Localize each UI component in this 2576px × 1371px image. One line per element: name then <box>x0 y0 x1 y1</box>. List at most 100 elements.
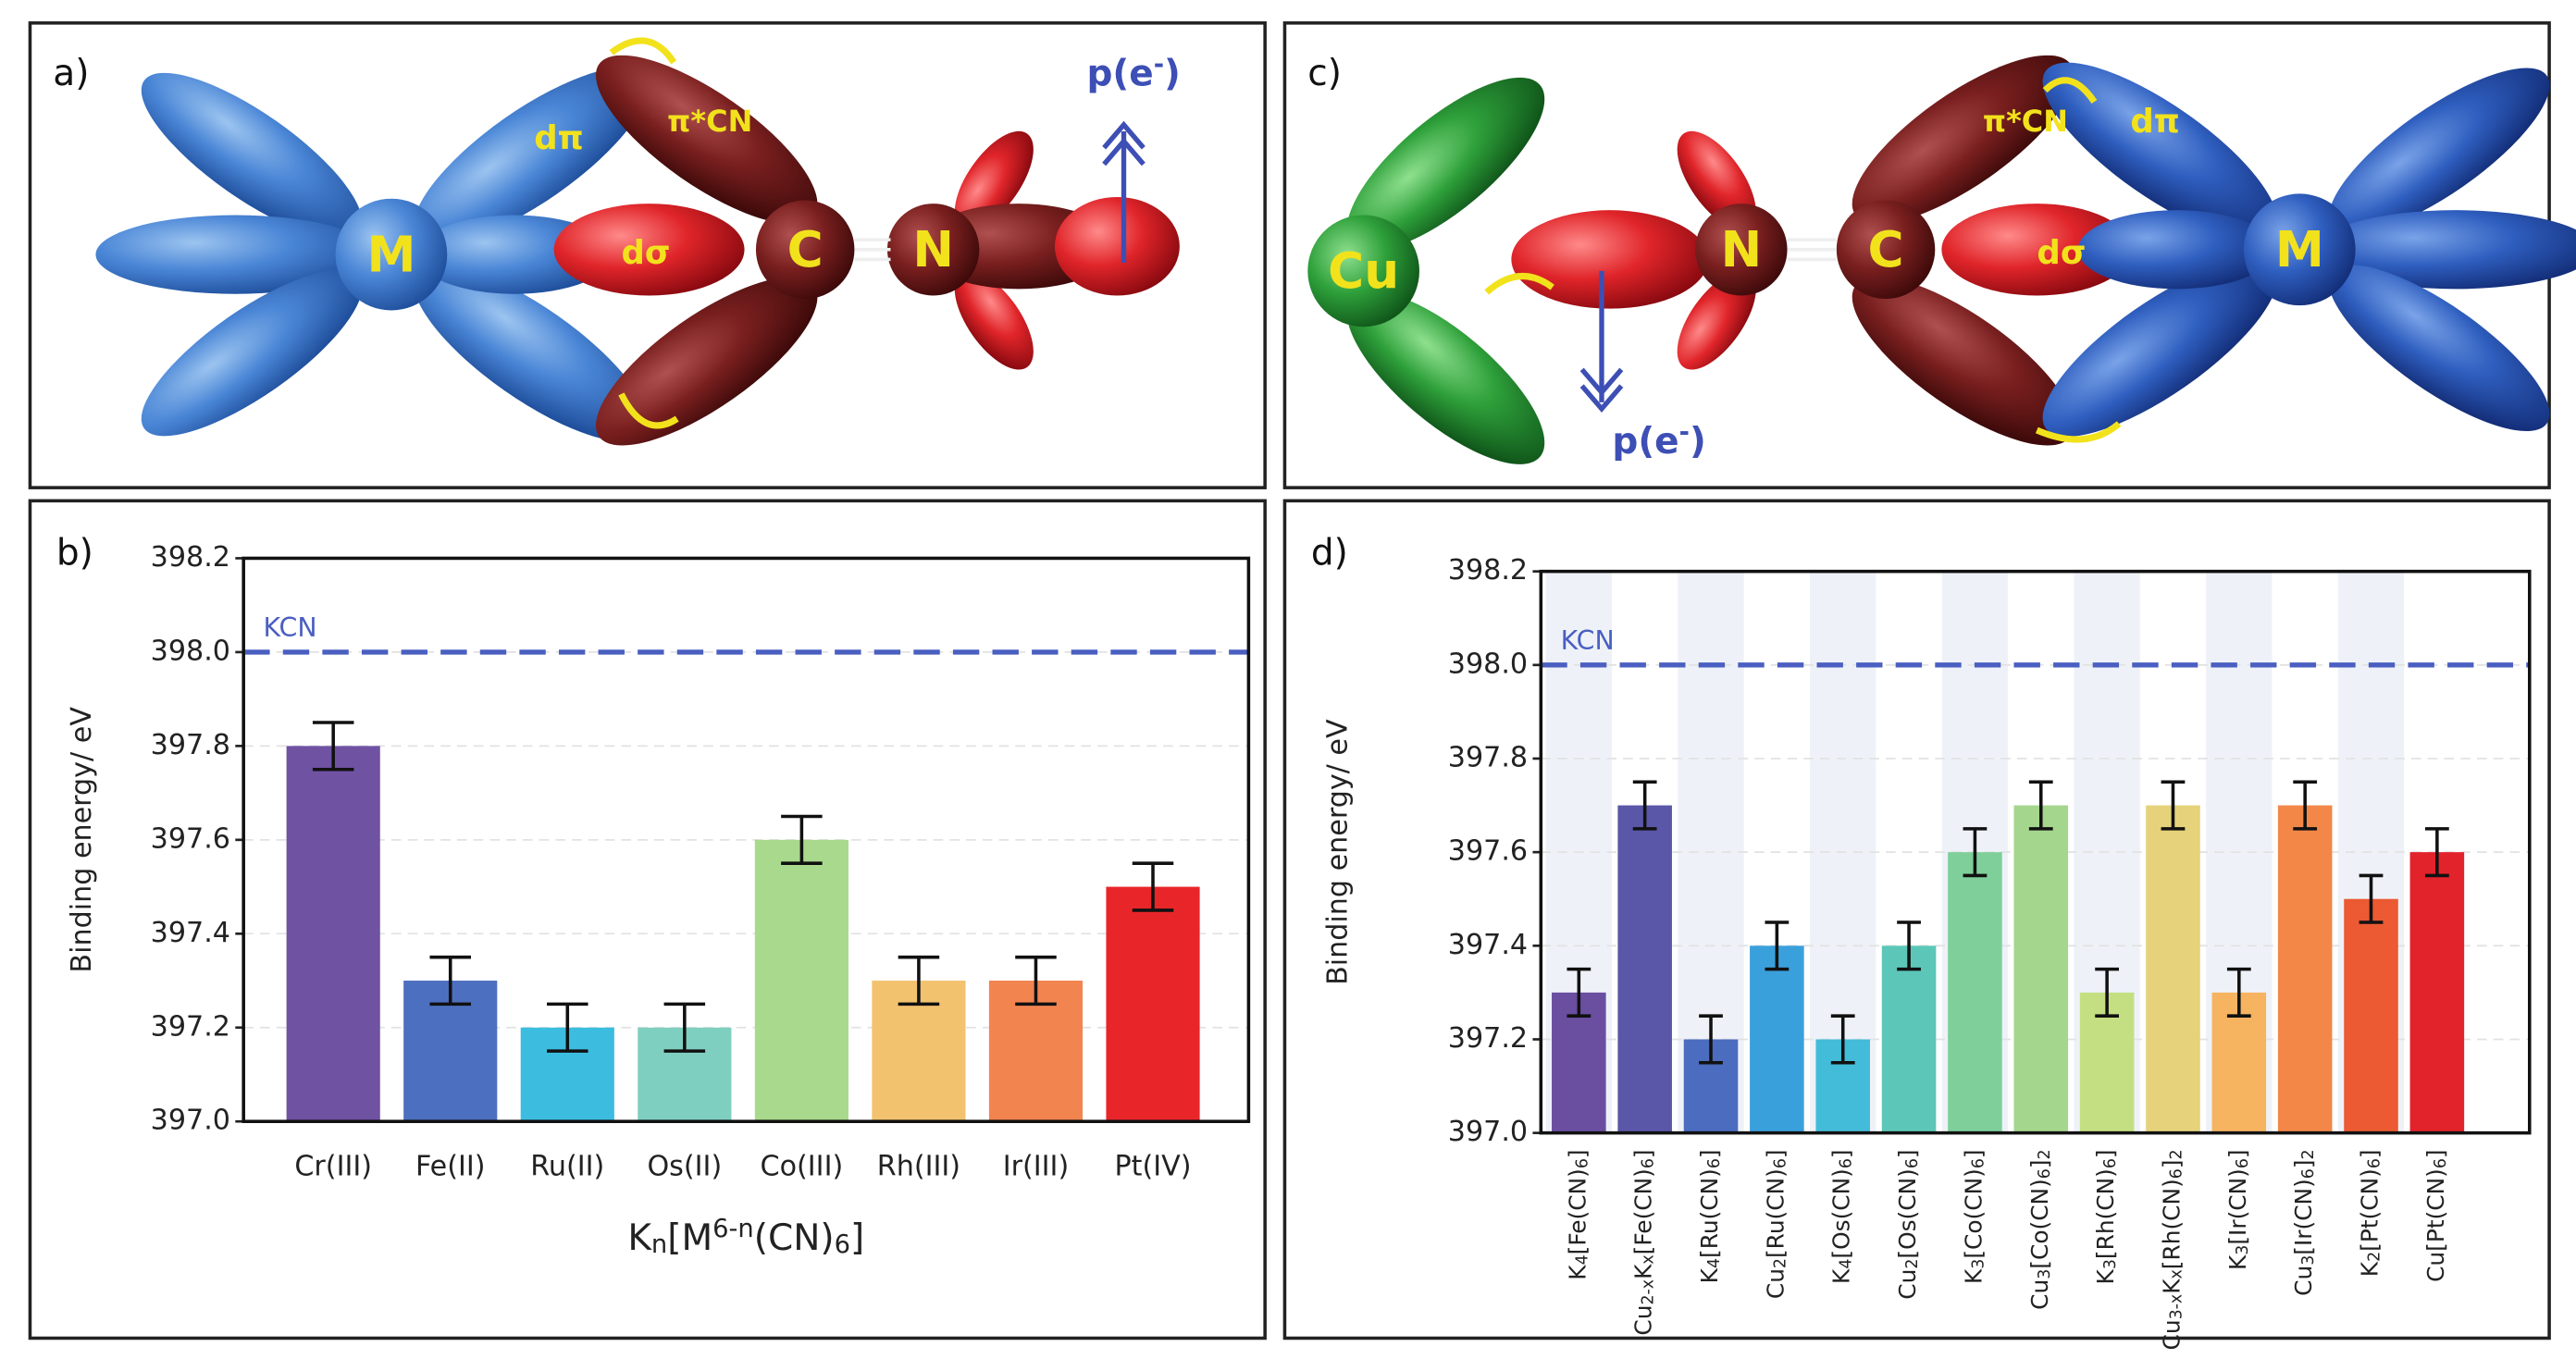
text-part: ] <box>1630 1149 1657 1158</box>
text-part: x <box>1640 1254 1658 1264</box>
text-part: 3 <box>1970 1259 1988 1269</box>
text-part: 2 <box>1772 1258 1790 1268</box>
text-part: [Ir(CN) <box>2224 1168 2251 1245</box>
x-tick-label: Fe(II) <box>415 1150 486 1182</box>
text-part: K <box>1828 1268 1855 1284</box>
text-part: (CN) <box>754 1217 835 1259</box>
y-tick-label: 397.4 <box>1448 929 1528 961</box>
error-bar <box>2226 967 2251 1018</box>
error-bar <box>1132 861 1174 912</box>
x-tick-label: Cu3[Ir(CN)6]2 <box>2290 1149 2318 1295</box>
panel-frame <box>28 499 1267 1340</box>
atom-label: Cu <box>1328 242 1399 300</box>
x-tick-label: K3[Rh(CN)6] <box>2092 1149 2120 1284</box>
x-tick-label: Cu[Pt(CN)6] <box>2422 1149 2450 1282</box>
error-bar <box>1963 827 1988 878</box>
text-part: 6 <box>1903 1158 1922 1168</box>
text-part: ] <box>1828 1149 1855 1158</box>
y-tick-label: 397.6 <box>1448 835 1528 868</box>
polarization-label: p(e-) <box>1086 50 1180 94</box>
bar <box>2146 805 2200 1133</box>
text-part: K <box>2158 1278 2185 1294</box>
bar <box>286 746 380 1122</box>
text-part: K <box>2092 1268 2119 1284</box>
text-part: [Fe(CN) <box>1564 1168 1591 1254</box>
atom-label: C <box>787 221 824 278</box>
text-part: 6 <box>2432 1158 2450 1168</box>
text-part: [Rh(CN) <box>2158 1179 2185 1269</box>
text-part: 2 <box>1903 1259 1922 1269</box>
orbital-label: dπ <box>2130 103 2179 141</box>
text-part: [M <box>667 1217 712 1259</box>
text-part: 6 <box>1970 1158 1988 1168</box>
text-part: ) <box>1164 53 1181 94</box>
x-tick-label: Ru(II) <box>530 1150 604 1182</box>
y-tick-label: 398.2 <box>1448 554 1528 587</box>
text-part: [Ru(CN) <box>1696 1168 1723 1258</box>
x-axis-label: Kn[M6-n(CN)6] <box>627 1215 864 1260</box>
y-tick-label: 397.8 <box>1448 741 1528 773</box>
text-part: 3 <box>2299 1255 2318 1266</box>
polarization-label: p(e-) <box>1612 418 1705 463</box>
y-tick-label: 398.2 <box>151 541 230 574</box>
text-part: 6-n <box>712 1215 754 1243</box>
x-tick-label: Co(III) <box>761 1150 844 1182</box>
text-part: K <box>1630 1264 1657 1279</box>
text-part: 6 <box>835 1230 850 1259</box>
bar <box>2344 898 2398 1133</box>
charts: 397.0 397.2 397.4 397.6 397.8 398.0 398.2 Cr(II… <box>56 532 2532 1350</box>
bar <box>2277 805 2333 1133</box>
text-part: 4 <box>1574 1254 1592 1265</box>
panel-label: d) <box>1311 532 1348 574</box>
plot-frame <box>242 556 1251 1123</box>
x-tick-label: Cu2-xKx[Fe(CN)6] <box>1630 1149 1658 1335</box>
x-tick-label: Rh(III) <box>877 1150 960 1182</box>
text-part: 6 <box>1705 1158 1724 1168</box>
text-part: 6 <box>2101 1158 2120 1168</box>
text-part: x <box>2168 1269 2186 1278</box>
panel-label: c) <box>1307 53 1342 94</box>
text-part: [Fe(CN) <box>1630 1168 1657 1254</box>
text-part: ) <box>1690 421 1706 463</box>
text-part: ] <box>2357 1149 2384 1158</box>
bar <box>2409 852 2465 1133</box>
text-part: K <box>1564 1265 1591 1280</box>
error-bar <box>2424 827 2449 878</box>
y-tick-label: 398.0 <box>1448 648 1528 680</box>
text-part: ] <box>1564 1149 1591 1158</box>
text-part: 2 <box>2036 1149 2054 1159</box>
text-part: 3 <box>2234 1245 2252 1255</box>
x-tick-label: K3[Ir(CN)6] <box>2224 1149 2252 1270</box>
orbital-label: π*CN <box>1983 104 2068 139</box>
error-bar <box>547 1002 588 1053</box>
text-part: 2 <box>2168 1149 2186 1159</box>
text-part: - <box>1154 50 1164 79</box>
y-tick-label: 397.8 <box>151 729 230 761</box>
text-part: 4 <box>1838 1259 1856 1269</box>
text-part: K <box>2224 1254 2251 1270</box>
text-part: Cu <box>2290 1266 2317 1296</box>
text-part: 2 <box>2299 1149 2318 1159</box>
orbital-label: dσ <box>622 234 671 272</box>
text-part: [Os(CN) <box>1894 1168 1921 1258</box>
orbital-label: dπ <box>534 119 583 157</box>
orbital-diagram-a <box>95 37 1180 446</box>
text-part: 3 <box>2101 1259 2120 1269</box>
error-bar <box>1632 780 1657 831</box>
y-tick-label: 397.2 <box>1448 1022 1528 1055</box>
y-tick-label: 397.2 <box>151 1010 230 1043</box>
error-bar <box>1015 955 1057 1007</box>
text-part: Cu <box>2026 1279 2053 1310</box>
text-part: Cu <box>1894 1269 1921 1300</box>
text-part: [Ir(CN) <box>2290 1179 2317 1255</box>
bar <box>1617 805 1672 1133</box>
bar <box>1948 852 2002 1133</box>
error-bar <box>663 1002 706 1053</box>
y-tick-label: 397.6 <box>151 822 230 855</box>
error-bar <box>1765 920 1790 971</box>
text-part: Cu <box>2158 1319 2185 1350</box>
text-part: [Rh(CN) <box>2092 1168 2119 1259</box>
x-tick-label: K2[Pt(CN)6] <box>2357 1149 2384 1277</box>
text-part: - <box>1679 418 1690 447</box>
